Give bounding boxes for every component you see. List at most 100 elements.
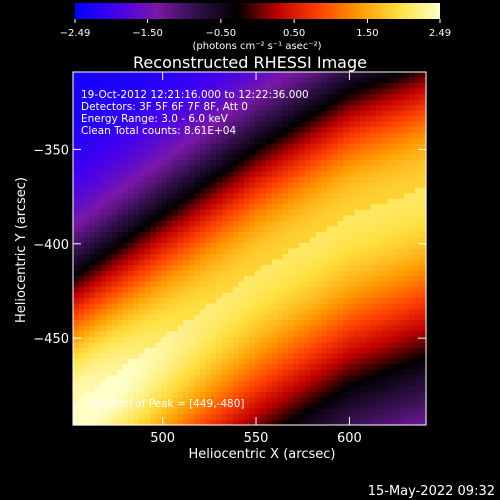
heatmap-cell: [348, 259, 355, 266]
heatmap-cell: [194, 336, 201, 343]
heatmap-cell: [260, 303, 267, 310]
heatmap-cell: [249, 209, 256, 217]
heatmap-cell: [332, 187, 339, 194]
heatmap-cell: [409, 386, 416, 393]
heatmap-cell: [260, 248, 267, 255]
heatmap-cell: [117, 314, 124, 321]
heatmap-cell: [232, 165, 240, 172]
heatmap-cell: [155, 358, 162, 365]
heatmap-cell: [111, 386, 118, 393]
heatmap-cell: [73, 204, 80, 211]
heatmap-cell: [321, 380, 328, 387]
heatmap-cell: [293, 259, 300, 266]
heatmap-cell: [255, 242, 262, 250]
heatmap-cell: [73, 413, 80, 421]
heatmap-cell: [221, 237, 229, 244]
heatmap-cell: [84, 110, 91, 117]
heatmap-cell: [282, 149, 289, 156]
heatmap-cell: [205, 254, 212, 261]
heatmap-cell: [243, 314, 251, 321]
heatmap-cell: [403, 353, 411, 360]
heatmap-cell: [155, 94, 162, 101]
heatmap-cell: [326, 121, 333, 128]
heatmap-cell: [194, 408, 201, 415]
heatmap-cell: [414, 116, 422, 123]
heatmap-cell: [310, 149, 317, 156]
heatmap-cell: [177, 127, 184, 134]
heatmap-cell: [144, 391, 151, 399]
heatmap-cell: [122, 397, 129, 404]
heatmap-cell: [177, 176, 184, 183]
heatmap-cell: [271, 94, 278, 101]
heatmap-cell: [354, 259, 361, 266]
heatmap-cell: [172, 149, 179, 156]
heatmap-cell: [414, 121, 422, 128]
heatmap-cell: [111, 220, 118, 228]
heatmap-cell: [315, 121, 322, 128]
heatmap-cell: [414, 391, 422, 399]
heatmap-cell: [106, 380, 113, 387]
heatmap-cell: [139, 88, 146, 95]
heatmap-cell: [100, 94, 107, 101]
heatmap-cell: [227, 149, 234, 156]
heatmap-cell: [106, 105, 113, 112]
heatmap-cell: [337, 132, 344, 139]
heatmap-cell: [326, 132, 333, 139]
heatmap-cell: [326, 369, 333, 376]
heatmap-cell: [172, 254, 179, 261]
heatmap-cell: [194, 88, 201, 95]
heatmap-cell: [348, 132, 355, 139]
heatmap-cell: [150, 77, 157, 84]
heatmap-cell: [100, 226, 107, 233]
heatmap-cell: [255, 358, 262, 365]
heatmap-cell: [277, 132, 284, 139]
heatmap-cell: [117, 215, 124, 222]
heatmap-cell: [343, 369, 350, 376]
heatmap-cell: [392, 331, 400, 338]
heatmap-cell: [111, 353, 118, 360]
heatmap-cell: [381, 171, 388, 178]
heatmap-cell: [332, 419, 339, 426]
heatmap-cell: [128, 380, 135, 387]
heatmap-cell: [392, 276, 400, 283]
heatmap-cell: [326, 187, 333, 194]
heatmap-cell: [359, 198, 366, 205]
heatmap-cell: [348, 121, 355, 128]
heatmap-cell: [172, 165, 179, 172]
heatmap-cell: [243, 270, 251, 277]
heatmap-cell: [348, 143, 355, 150]
heatmap-cell: [89, 83, 96, 90]
heatmap-cell: [359, 309, 366, 316]
heatmap-cell: [84, 215, 91, 222]
heatmap-cell: [155, 397, 162, 404]
heatmap-cell: [232, 193, 240, 200]
heatmap-cell: [299, 105, 306, 112]
heatmap-cell: [332, 110, 339, 117]
heatmap-cell: [166, 364, 173, 371]
heatmap-cell: [288, 353, 295, 360]
heatmap-cell: [78, 408, 85, 415]
heatmap-cell: [150, 110, 157, 117]
heatmap-cell: [282, 259, 289, 266]
heatmap-cell: [111, 265, 118, 272]
heatmap-cell: [194, 375, 201, 382]
heatmap-cell: [315, 408, 322, 415]
heatmap-cell: [409, 287, 416, 294]
heatmap-cell: [238, 121, 245, 128]
heatmap-cell: [243, 110, 251, 117]
heatmap-cell: [348, 198, 355, 205]
heatmap-cell: [238, 226, 245, 233]
heatmap-cell: [354, 292, 361, 299]
heatmap-cell: [271, 391, 278, 399]
heatmap-cell: [227, 132, 234, 139]
heatmap-cell: [128, 105, 135, 112]
heatmap-cell: [238, 83, 245, 90]
heatmap-cell: [277, 209, 284, 217]
heatmap-cell: [73, 215, 80, 222]
heatmap-cell: [221, 99, 229, 106]
heatmap-cell: [293, 408, 300, 415]
heatmap-cell: [354, 116, 361, 123]
heatmap-cell: [155, 314, 162, 321]
heatmap-cell: [150, 303, 157, 310]
heatmap-cell: [359, 353, 366, 360]
